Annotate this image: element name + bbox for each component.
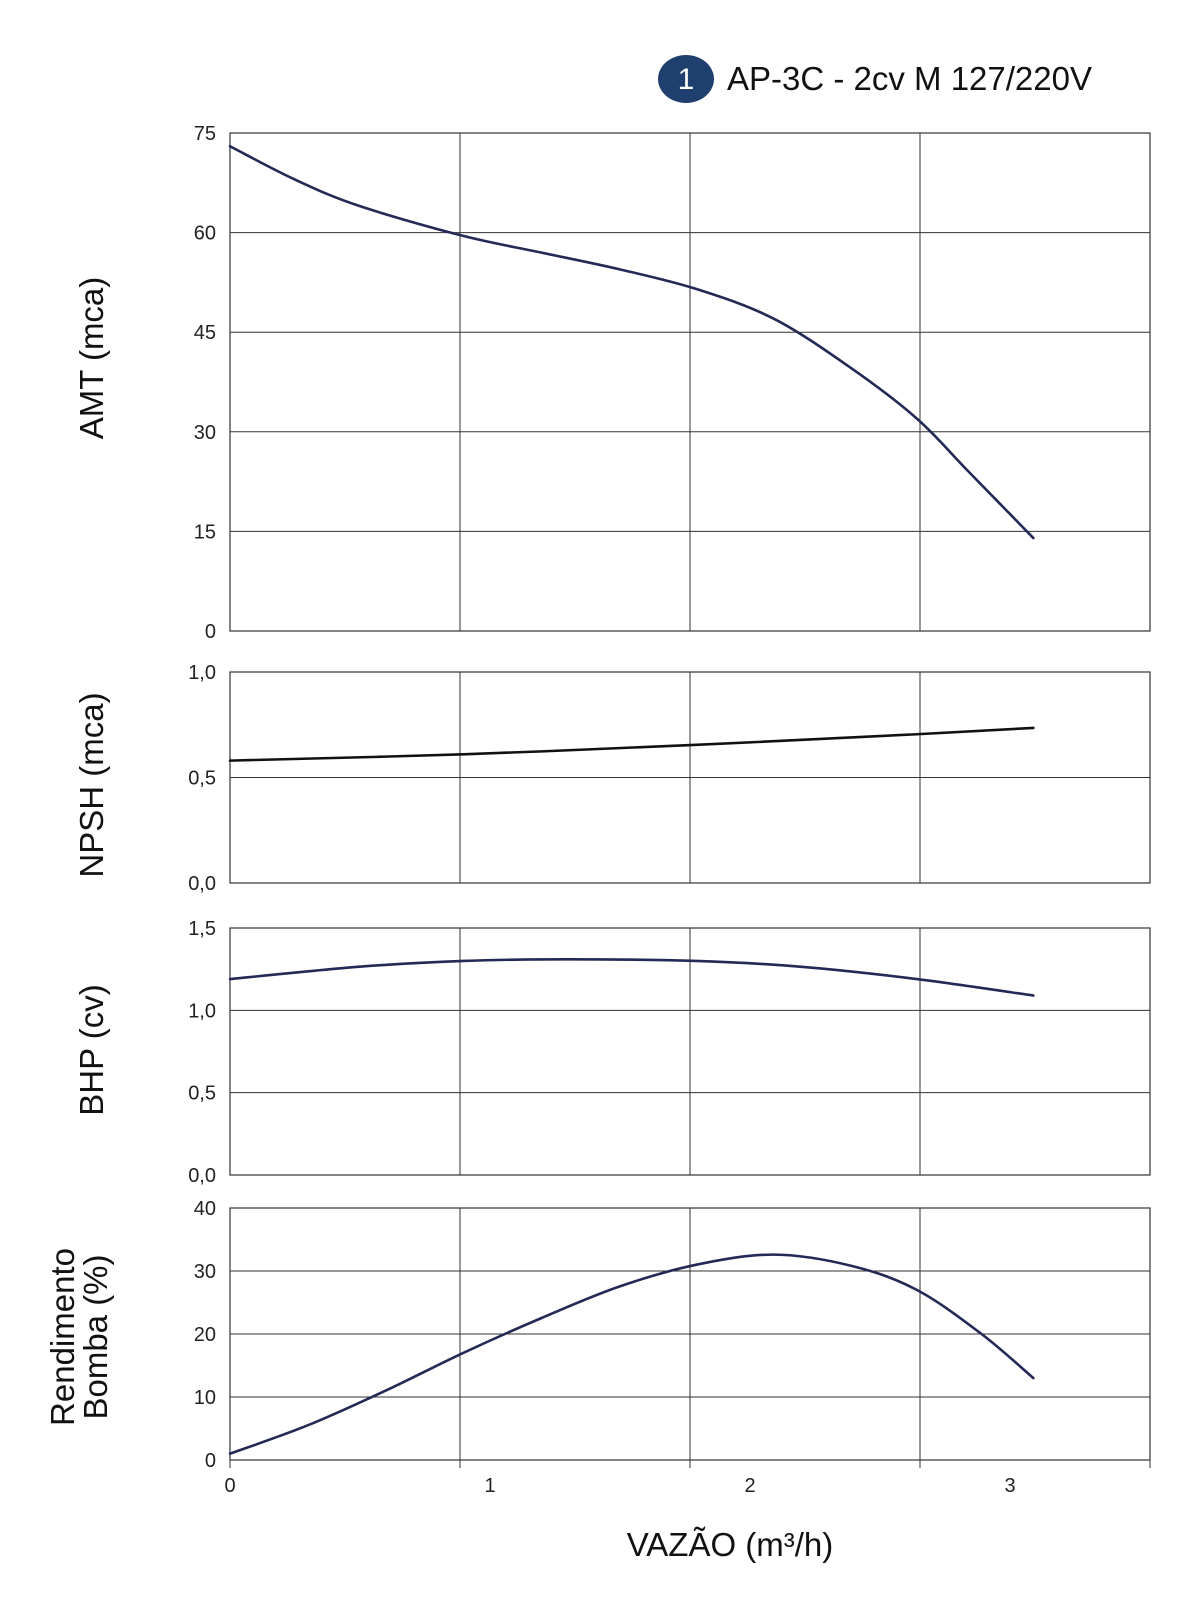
y-axis-title: NPSH (mca) xyxy=(73,692,110,877)
panel-1: 0 15 30 45 60 75 AMT (mca) xyxy=(73,123,1151,643)
panel-2: 0,0 0,5 1,0 NPSH (mca) xyxy=(73,662,1151,895)
y-axis-title: BHP (cv) xyxy=(73,984,110,1115)
y-axis-title: RendimentoBomba (%) xyxy=(44,1248,114,1426)
series-line xyxy=(228,957,1035,997)
y-tick-label: 0,0 xyxy=(188,1165,216,1187)
panel-3: 0,0 0,5 1,0 1,5 BHP (cv) xyxy=(73,918,1151,1187)
y-tick-label: 1,0 xyxy=(188,662,216,684)
y-tick-label: 10 xyxy=(194,1387,216,1409)
series-line xyxy=(228,1253,1035,1455)
legend-label: AP-3C - 2cv M 127/220V xyxy=(727,60,1092,97)
y-tick-label: 30 xyxy=(194,422,216,444)
y-tick-label: 40 xyxy=(194,1198,216,1220)
legend-badge-number: 1 xyxy=(678,63,695,96)
x-axis-title: VAZÃO (m³/h) xyxy=(627,1526,834,1563)
legend-badge xyxy=(658,55,714,103)
y-tick-label: 15 xyxy=(194,521,216,543)
x-tick-label: 0 xyxy=(224,1475,235,1497)
series-line xyxy=(228,144,1035,540)
y-tick-label: 0,5 xyxy=(188,768,216,790)
legend: 1 AP-3C - 2cv M 127/220V xyxy=(658,55,1092,103)
y-tick-label: 20 xyxy=(194,1324,216,1346)
y-tick-label: 1,0 xyxy=(188,1000,216,1022)
y-tick-label: 0,5 xyxy=(188,1083,216,1105)
x-axis: 0 1 2 3 xyxy=(224,1460,1151,1497)
panel-4: 0 10 20 30 40 RendimentoBomba (%) xyxy=(44,1198,1151,1472)
y-tick-label: 30 xyxy=(194,1261,216,1283)
x-tick-label: 2 xyxy=(744,1475,755,1497)
y-tick-label: 0,0 xyxy=(188,873,216,895)
y-tick-label: 60 xyxy=(194,223,216,245)
y-axis-title: AMT (mca) xyxy=(73,277,110,440)
y-tick-label: 1,5 xyxy=(188,918,216,940)
series-line xyxy=(228,726,1035,762)
y-tick-label: 45 xyxy=(194,322,216,344)
y-tick-label: 75 xyxy=(194,123,216,145)
y-tick-label: 0 xyxy=(205,621,216,643)
y-tick-label: 0 xyxy=(205,1450,216,1472)
x-tick-label: 3 xyxy=(1004,1475,1015,1497)
x-tick-label: 1 xyxy=(484,1475,495,1497)
